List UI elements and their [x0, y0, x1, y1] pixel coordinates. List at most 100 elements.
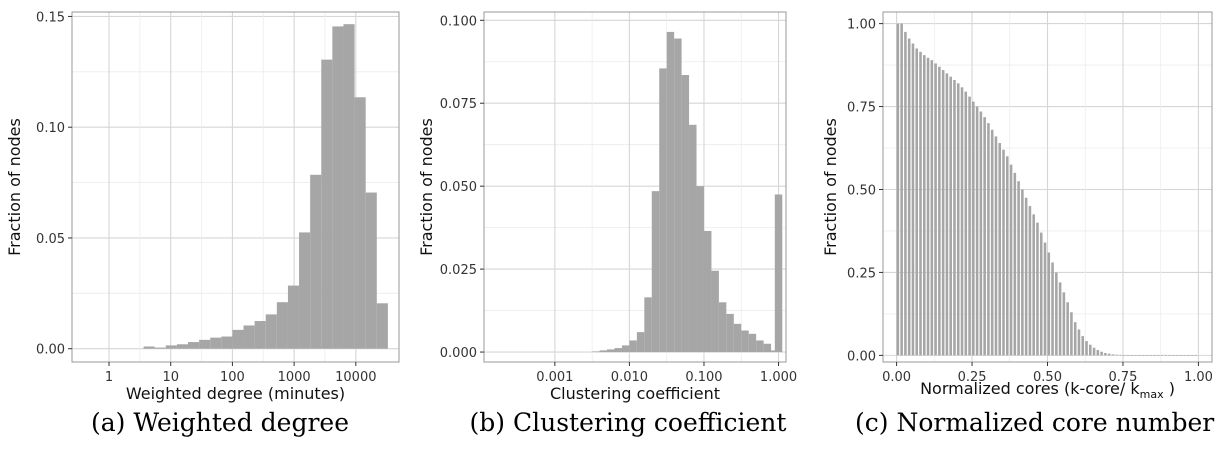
histogram-bar	[911, 43, 915, 356]
histogram-bar	[1138, 355, 1141, 356]
histogram-bar	[1115, 354, 1118, 356]
histogram-bar	[674, 38, 682, 353]
histogram-bar	[165, 345, 177, 349]
histogram-bar	[1134, 355, 1137, 356]
histogram-bar	[919, 51, 922, 356]
histogram-bar	[210, 337, 222, 349]
panel-b-x-axis-label: Clustering coefficient	[550, 384, 720, 403]
y-tick-label: 0.05	[36, 232, 65, 247]
x-tick-label: 1.00	[1184, 370, 1213, 385]
histogram-bar	[756, 340, 764, 353]
histogram-bar	[376, 303, 388, 349]
histogram-bar	[900, 23, 903, 356]
histogram-bar	[718, 302, 727, 353]
histogram-bar	[629, 340, 637, 353]
histogram-bar	[689, 124, 697, 353]
panel-c-ticks: 0.00 0.25 0.50 0.75 1.00 0.00 0.25 0.50 0.75 1.00	[847, 18, 1213, 385]
histogram-bar	[243, 325, 255, 349]
histogram-bar	[1085, 341, 1088, 356]
panel-a-frame	[71, 11, 400, 363]
caption-c: (c) Normalized core number	[855, 408, 1215, 437]
panel-b-gridlines	[484, 12, 786, 362]
histogram-bar	[941, 70, 945, 356]
histogram-bar	[1062, 292, 1066, 356]
histogram-bar	[143, 346, 155, 349]
histogram-bar	[621, 345, 630, 353]
panel-b-y-axis-label: Fraction of nodes	[417, 118, 436, 256]
x-tick-label: 0.100	[685, 370, 722, 385]
histogram-bar	[953, 80, 956, 356]
y-tick-label: 1.00	[847, 18, 876, 33]
histogram-bar	[1055, 272, 1058, 356]
histogram-bar	[1126, 355, 1130, 356]
histogram-bar	[1190, 355, 1194, 356]
x-tick-label: 0.00	[882, 370, 911, 385]
histogram-bar	[1107, 353, 1111, 356]
histogram-bar	[666, 31, 675, 353]
histogram-bar	[1153, 355, 1156, 356]
panel-b-ticks: 0.000 0.025 0.050 0.075 0.100 0.001 0.010 0.100…	[440, 14, 797, 385]
y-tick-label: 0.050	[440, 180, 477, 195]
histogram-bar	[1081, 336, 1085, 356]
panel-c-x-axis-label-end: )	[1164, 379, 1175, 398]
histogram-bar	[748, 333, 757, 353]
histogram-bar	[968, 96, 971, 356]
y-tick-label: 0.00	[36, 343, 65, 358]
histogram-bar	[1066, 302, 1069, 356]
histogram-bar	[763, 343, 772, 353]
histogram-bar	[907, 38, 911, 356]
histogram-bar	[1013, 172, 1017, 356]
panel-weighted-degree: 0.00 0.05 0.10 0.15 1 10 100 1000 10000 Weighted…	[5, 10, 400, 403]
histogram-bar	[990, 129, 994, 356]
histogram-bar	[681, 75, 690, 353]
histogram-bar	[299, 232, 311, 349]
histogram-bar	[774, 194, 783, 353]
panel-a-bars	[143, 24, 388, 349]
caption-b: (b) Clustering coefficient	[469, 408, 787, 437]
x-tick-label: 100	[220, 370, 245, 385]
histogram-bar	[607, 349, 615, 353]
panel-c-x-axis-label: Normalized cores (k-core/ kmax )	[920, 379, 1175, 401]
histogram-bar	[1028, 206, 1032, 356]
y-tick-label: 0.25	[847, 266, 876, 281]
histogram-bar	[1122, 355, 1126, 356]
panel-c-y-axis-label: Fraction of nodes	[821, 118, 840, 256]
histogram-bar	[1168, 355, 1171, 356]
histogram-bar	[1051, 262, 1054, 356]
panel-c-x-axis-label-main: Normalized cores (k-core/ k	[920, 379, 1140, 398]
histogram-bar	[1183, 355, 1186, 356]
panel-a-ticks: 0.00 0.05 0.10 0.15 1 10 100 1000 10000	[36, 10, 376, 385]
histogram-bar	[975, 106, 979, 356]
histogram-bar	[922, 55, 926, 356]
histogram-bar	[994, 136, 998, 356]
x-tick-label: 1.000	[760, 370, 797, 385]
histogram-bar	[1024, 197, 1028, 356]
histogram-bar	[343, 24, 355, 349]
histogram-bar	[1089, 344, 1092, 356]
histogram-bar	[599, 350, 608, 353]
histogram-bar	[904, 31, 907, 356]
x-tick-label: 1000	[278, 370, 311, 385]
histogram-bar	[232, 329, 244, 349]
y-tick-label: 0.50	[847, 183, 876, 198]
histogram-bar	[1187, 355, 1190, 356]
histogram-bar	[1194, 355, 1198, 356]
x-tick-label: 0.50	[1033, 370, 1062, 385]
histogram-bar	[1119, 354, 1122, 356]
histogram-bar	[1009, 164, 1013, 356]
histogram-bar	[592, 351, 600, 353]
histogram-bar	[896, 23, 900, 356]
histogram-bar	[176, 344, 188, 349]
y-tick-label: 0.100	[440, 14, 477, 29]
histogram-bar	[154, 347, 166, 349]
x-tick-label: 0.001	[536, 370, 573, 385]
histogram-bar	[1017, 181, 1020, 356]
histogram-bar	[644, 297, 652, 353]
panel-c-bars	[896, 23, 1198, 356]
histogram-bar	[354, 97, 366, 349]
panel-a-x-axis-label: Weighted degree (minutes)	[126, 384, 345, 403]
histogram-bar	[726, 313, 734, 353]
histogram-bar	[934, 63, 937, 356]
histogram-bar	[711, 270, 719, 353]
